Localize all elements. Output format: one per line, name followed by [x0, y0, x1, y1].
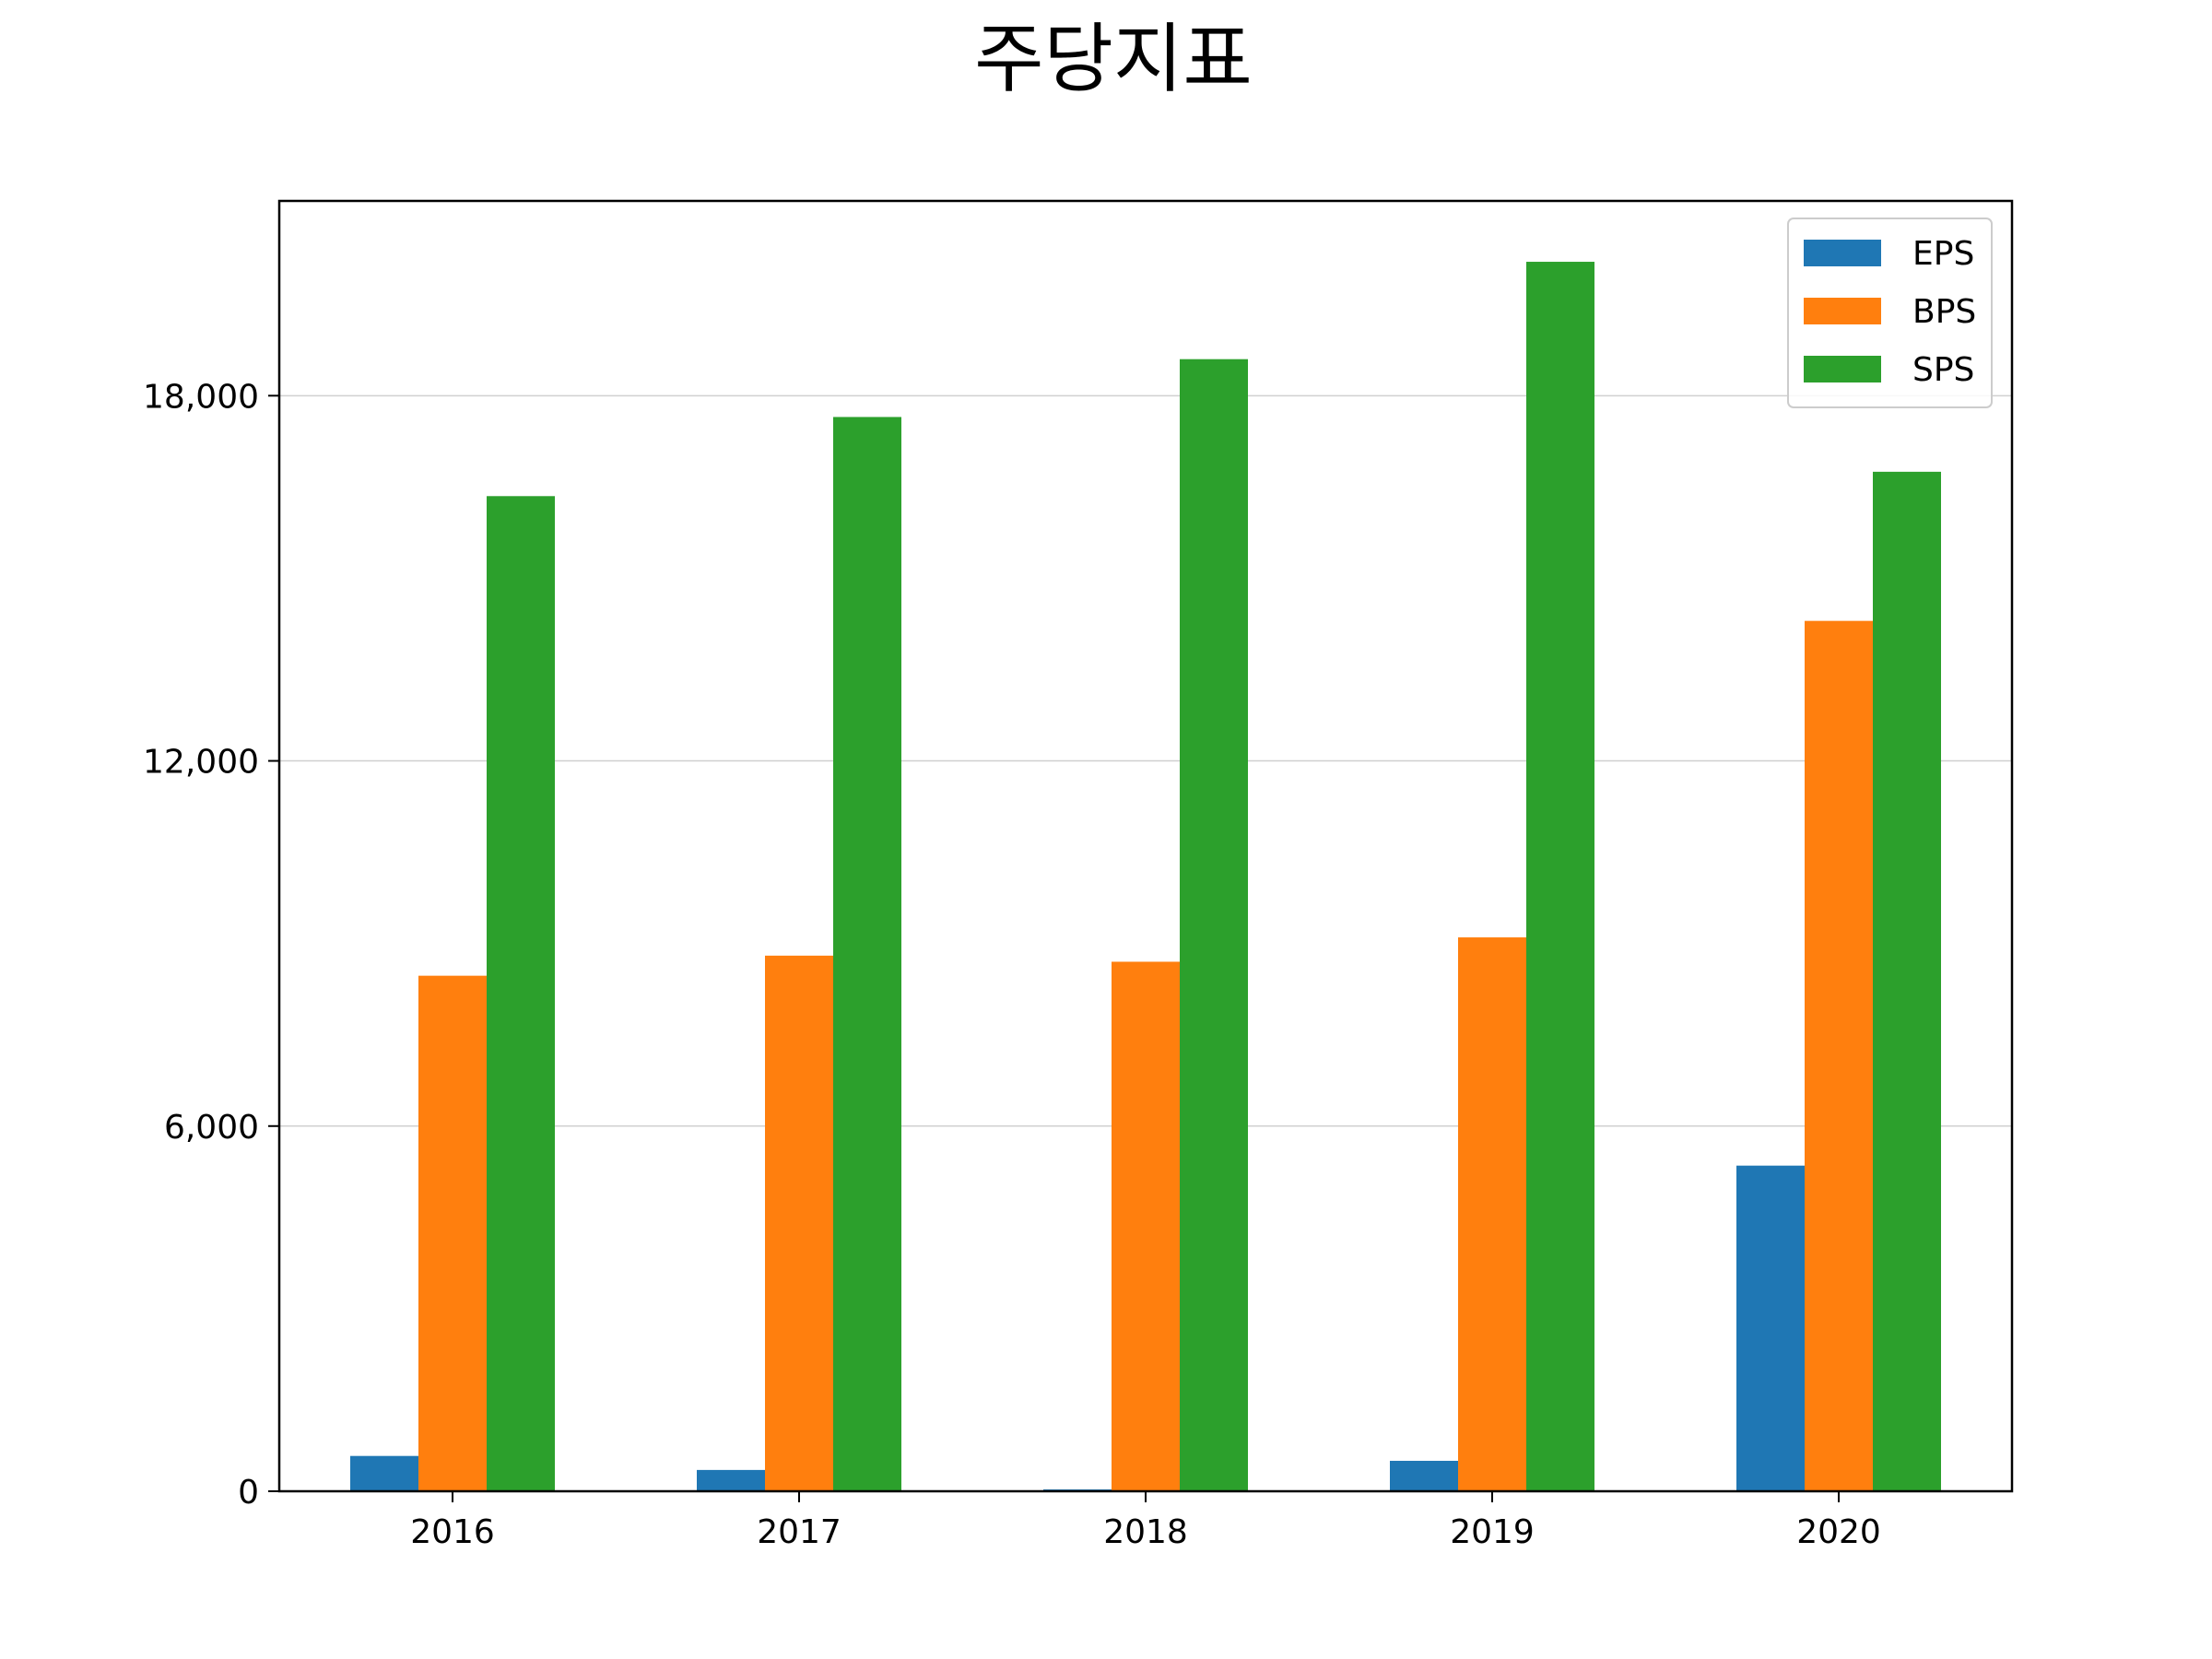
chart-title: 주당지표 [974, 16, 1253, 103]
bar-sps-2019 [1526, 262, 1594, 1492]
y-tick-label: 18,000 [143, 378, 259, 416]
y-tick-label: 12,000 [143, 744, 259, 782]
bar-sps-2016 [487, 496, 555, 1492]
legend-swatch-sps [1804, 356, 1881, 382]
x-tick-label: 2017 [757, 1513, 841, 1551]
bar-bps-2020 [1805, 620, 1873, 1491]
bar-eps-2020 [1736, 1165, 1805, 1491]
bar-bps-2019 [1458, 937, 1526, 1491]
bar-eps-2016 [350, 1455, 418, 1491]
bar-eps-2019 [1390, 1460, 1458, 1491]
bar-sps-2020 [1873, 471, 1941, 1491]
y-axis: 0 6,000 12,000 18,000 [143, 378, 279, 1512]
bar-sps-2017 [833, 417, 901, 1491]
y-tick-label: 0 [238, 1474, 259, 1512]
bar-bps-2016 [418, 975, 487, 1491]
x-tick-label: 2020 [1796, 1513, 1881, 1551]
bar-sps-2018 [1180, 359, 1248, 1491]
x-tick-label: 2016 [410, 1513, 495, 1551]
bar-eps-2017 [697, 1469, 765, 1491]
legend-swatch-eps [1804, 240, 1881, 266]
legend: EPS BPS SPS [1787, 218, 1993, 408]
bar-bps-2018 [1112, 961, 1180, 1491]
x-tick-label: 2019 [1450, 1513, 1535, 1551]
bar-bps-2017 [765, 955, 833, 1491]
legend-label-bps: BPS [1912, 293, 1976, 331]
legend-label-eps: EPS [1912, 235, 1974, 273]
x-tick-label: 2018 [1103, 1513, 1188, 1551]
y-tick-label: 6,000 [164, 1109, 259, 1147]
legend-label-sps: SPS [1912, 351, 1974, 389]
x-axis: 2016 2017 2018 2019 2020 [410, 1491, 1881, 1551]
bars [350, 262, 1941, 1492]
legend-swatch-bps [1804, 298, 1881, 324]
